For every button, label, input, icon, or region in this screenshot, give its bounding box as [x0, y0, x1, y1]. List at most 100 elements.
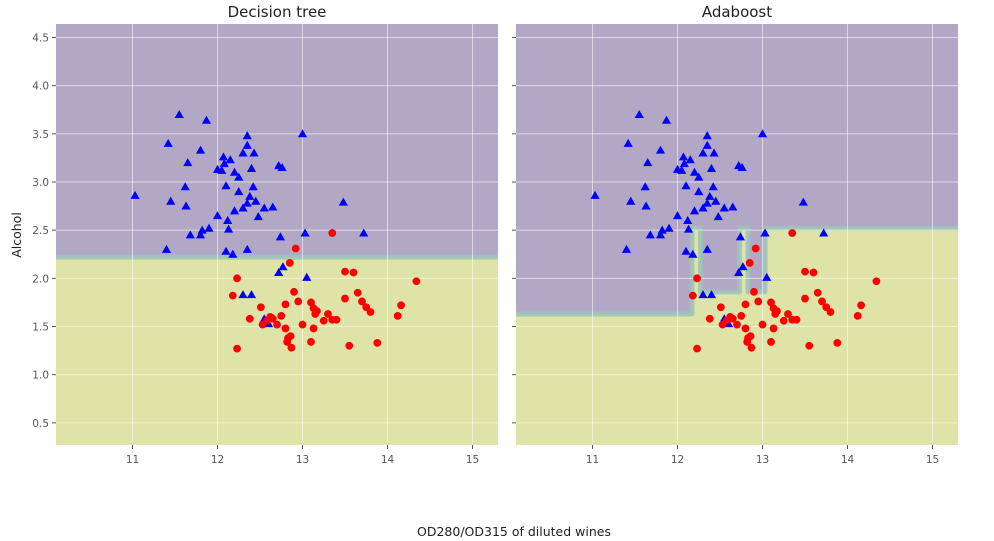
point-class0 [180, 182, 190, 191]
point-class1 [291, 244, 300, 253]
point-class1 [309, 324, 318, 333]
point-class1 [767, 298, 775, 307]
point-class0 [228, 249, 238, 258]
x-tick-label: 12 [211, 454, 224, 466]
point-class0 [738, 262, 748, 271]
point-class0 [698, 203, 708, 212]
point-class1 [245, 314, 254, 323]
point-class1 [256, 303, 265, 312]
point-class1 [773, 307, 781, 315]
point-class0 [234, 187, 244, 196]
point-class0 [705, 191, 715, 200]
y-tick-label: 3.0 [32, 177, 49, 189]
point-class0 [698, 290, 708, 299]
y-tick-label: 2.5 [32, 225, 49, 237]
point-class1 [397, 301, 405, 310]
point-class0 [359, 228, 369, 237]
adaboost-panel: 11 12 13 14 15 Adaboost [512, 3, 958, 466]
point-class1 [273, 320, 281, 329]
point-class0 [698, 148, 708, 157]
point-class0 [760, 228, 770, 237]
point-class1 [833, 338, 842, 347]
point-class0 [242, 131, 252, 140]
point-class0 [694, 172, 704, 181]
point-class0 [719, 203, 729, 212]
point-class0 [689, 167, 700, 176]
point-class0 [225, 155, 235, 164]
point-class0 [253, 212, 263, 221]
y-tick-label: 1.5 [32, 322, 49, 334]
point-class0 [338, 197, 348, 206]
point-class1 [277, 312, 286, 320]
point-class1 [769, 324, 778, 333]
point-class0 [677, 165, 687, 174]
point-class0 [204, 223, 214, 232]
point-class0 [702, 244, 712, 253]
point-class1 [373, 338, 382, 347]
point-class0 [223, 215, 233, 224]
point-class1 [412, 277, 421, 286]
panel-title: Decision tree [228, 3, 327, 21]
point-class1 [285, 259, 294, 267]
point-class0 [661, 115, 672, 124]
point-class0 [195, 145, 206, 154]
point-class0 [713, 212, 723, 221]
point-class0 [245, 191, 255, 200]
point-class1 [693, 344, 701, 353]
point-class1 [349, 268, 358, 277]
point-class1 [826, 308, 835, 316]
point-class0 [641, 201, 651, 210]
point-class0 [161, 244, 172, 253]
point-class0 [679, 159, 689, 168]
point-class1 [307, 338, 315, 346]
point-class0 [634, 109, 644, 119]
point-class1 [754, 297, 763, 306]
point-class1 [266, 312, 275, 321]
y-axis-label: Alcohol [9, 212, 24, 258]
point-class1 [693, 274, 701, 283]
point-class0 [238, 203, 248, 212]
point-class0 [623, 138, 633, 147]
point-class1 [705, 314, 714, 323]
point-class0 [223, 224, 234, 233]
point-class0 [643, 158, 653, 167]
point-class0 [708, 182, 718, 191]
point-class0 [219, 159, 229, 168]
point-class0 [183, 158, 193, 167]
point-class0 [234, 172, 244, 181]
point-class0 [694, 187, 704, 196]
point-class0 [626, 196, 636, 205]
point-class0 [702, 140, 712, 149]
point-class1 [746, 332, 755, 341]
point-class0 [762, 272, 772, 281]
x-tick-label: 15 [466, 454, 479, 466]
point-class1 [286, 332, 295, 341]
point-class1 [801, 294, 809, 303]
point-class0 [681, 246, 691, 255]
point-class0 [163, 138, 173, 147]
x-tick-label: 14 [841, 454, 855, 466]
x-tick-label: 12 [671, 454, 684, 466]
point-class0 [275, 232, 285, 241]
point-class1 [298, 320, 307, 329]
point-class0 [702, 198, 712, 207]
point-class1 [228, 291, 237, 300]
point-class1 [813, 288, 822, 297]
point-class0 [217, 165, 227, 174]
point-class1 [726, 312, 735, 321]
point-class0 [242, 198, 252, 207]
point-class1 [341, 294, 349, 303]
point-class0 [246, 163, 257, 172]
point-class1 [716, 303, 725, 312]
point-class1 [287, 343, 296, 352]
point-class1 [818, 297, 826, 306]
point-class1 [393, 312, 402, 320]
point-class0 [174, 109, 184, 119]
point-class0 [664, 223, 674, 232]
point-class0 [757, 129, 768, 138]
point-class0 [819, 228, 829, 237]
point-class1 [853, 312, 862, 320]
point-class0 [242, 244, 252, 253]
point-class0 [590, 190, 600, 199]
point-class0 [297, 129, 308, 138]
